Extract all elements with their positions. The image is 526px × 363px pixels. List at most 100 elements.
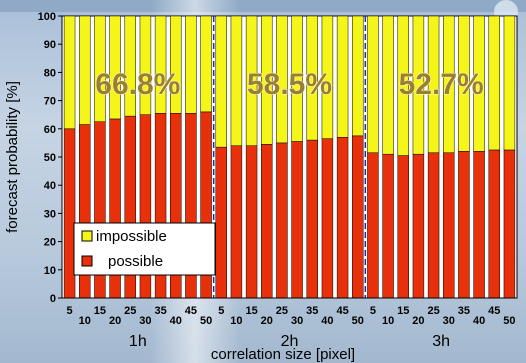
bar-impossible-2h-40 <box>321 15 334 139</box>
x-tick-label: 25 <box>124 305 136 317</box>
x-tick-label: 5 <box>370 305 376 317</box>
x-tick-label: 35 <box>306 305 318 317</box>
legend-box <box>73 222 216 276</box>
bar-impossible-3h-15 <box>397 15 409 156</box>
group-overall-percent: 66.8% <box>95 68 180 101</box>
y-tick-label: 70 <box>44 96 56 108</box>
bar-possible-3h-20 <box>412 153 425 299</box>
x-tick-label: 20 <box>412 315 424 327</box>
bar-impossible-3h-40 <box>473 15 485 152</box>
x-tick-label: 20 <box>261 315 273 327</box>
bar-possible-2h-10 <box>230 145 243 299</box>
y-tick-label: 90 <box>44 39 56 51</box>
y-tick-label: 60 <box>44 124 56 136</box>
legend-label-impossible: impossible <box>96 228 167 245</box>
bar-impossible-1h-20 <box>109 15 121 120</box>
y-tick-label: 0 <box>50 293 56 305</box>
bar-impossible-1h-45 <box>185 15 197 114</box>
bar-possible-3h-10 <box>382 153 394 299</box>
bar-possible-3h-5 <box>367 152 379 299</box>
bar-possible-3h-15 <box>397 155 409 299</box>
bar-impossible-2h-45 <box>336 15 349 138</box>
bar-impossible-2h-5 <box>215 15 227 148</box>
x-tick-label: 30 <box>291 315 303 327</box>
group-label: 1h <box>129 333 147 350</box>
bar-impossible-2h-25 <box>276 15 288 144</box>
y-axis-label: forecast probability [%] <box>4 81 21 233</box>
bar-impossible-2h-10 <box>230 15 243 146</box>
y-axis-ticks: 0 10 20 30 40 50 60 70 80 90 100 <box>38 11 62 305</box>
bar-impossible-3h-50 <box>503 15 516 151</box>
group-label: 2h <box>281 333 299 350</box>
y-tick-label: 50 <box>44 152 56 164</box>
x-tick-label: 45 <box>185 305 197 317</box>
x-tick-label: 15 <box>397 305 409 317</box>
bar-possible-3h-40 <box>473 151 485 299</box>
bar-impossible-1h-25 <box>124 15 136 117</box>
bar-impossible-1h-10 <box>79 15 91 125</box>
x-tick-label: 50 <box>503 315 515 327</box>
legend-swatch-possible <box>81 255 93 267</box>
x-tick-label: 35 <box>154 305 166 317</box>
y-tick-label: 40 <box>44 180 56 192</box>
bar-possible-2h-15 <box>245 145 258 299</box>
x-tick-label: 15 <box>94 305 106 317</box>
bar-impossible-3h-20 <box>412 15 425 155</box>
y-tick-label: 20 <box>44 237 56 249</box>
bar-possible-2h-35 <box>306 139 318 299</box>
bar-impossible-3h-5 <box>367 15 379 154</box>
bar-impossible-3h-45 <box>488 15 500 151</box>
bar-impossible-3h-10 <box>382 15 394 155</box>
bar-possible-2h-20 <box>261 144 273 299</box>
bar-impossible-1h-30 <box>139 15 152 115</box>
bar-impossible-1h-5 <box>63 15 76 130</box>
y-tick-label: 100 <box>38 11 56 23</box>
bar-possible-2h-25 <box>276 142 288 299</box>
y-tick-label: 10 <box>44 265 56 277</box>
bar-possible-3h-25 <box>427 152 440 299</box>
bar-possible-1h-5 <box>63 128 76 299</box>
bar-possible-3h-30 <box>443 152 455 299</box>
bar-layer <box>63 15 516 299</box>
bar-impossible-2h-15 <box>245 15 258 146</box>
x-tick-label: 25 <box>427 305 439 317</box>
group-overall-percent: 52.7% <box>399 68 484 101</box>
x-tick-label: 10 <box>382 315 394 327</box>
bar-possible-2h-30 <box>291 141 303 299</box>
bar-impossible-3h-25 <box>427 15 440 154</box>
y-tick-label: 30 <box>44 208 56 220</box>
bar-impossible-1h-15 <box>94 15 106 122</box>
group-percent-labels: 66.8% 58.5% 52.7% <box>95 68 484 102</box>
bar-impossible-1h-40 <box>170 15 182 114</box>
x-tick-label: 20 <box>109 315 121 327</box>
y-tick-label: 80 <box>44 67 56 79</box>
x-tick-label: 30 <box>443 315 455 327</box>
x-tick-label: 45 <box>336 305 348 317</box>
x-tick-label: 40 <box>170 315 182 327</box>
background-top-band <box>0 0 526 12</box>
bar-impossible-2h-20 <box>261 15 273 145</box>
bar-impossible-2h-35 <box>306 15 318 141</box>
x-tick-label: 35 <box>458 305 470 317</box>
x-tick-label: 45 <box>488 305 500 317</box>
bar-possible-2h-5 <box>215 146 227 299</box>
group-label: 3h <box>432 333 450 350</box>
bar-impossible-3h-30 <box>443 15 455 154</box>
bar-impossible-1h-35 <box>154 15 167 114</box>
x-tick-label: 50 <box>200 315 212 327</box>
x-axis-ticks: 5101520253035404550510152025303540455051… <box>67 305 516 327</box>
bar-impossible-2h-30 <box>291 15 303 142</box>
bar-possible-2h-50 <box>352 135 364 299</box>
x-axis-label: correlation size [pixel] <box>211 346 355 363</box>
x-tick-label: 10 <box>230 315 242 327</box>
bar-impossible-1h-50 <box>200 15 212 113</box>
bar-possible-3h-35 <box>458 151 470 299</box>
x-tick-label: 15 <box>245 305 257 317</box>
group-overall-percent: 58.5% <box>247 68 332 101</box>
legend: impossible possible <box>73 222 216 276</box>
x-tick-label: 5 <box>218 305 224 317</box>
bar-possible-2h-40 <box>321 138 334 299</box>
x-tick-label: 50 <box>352 315 364 327</box>
x-tick-label: 5 <box>67 305 73 317</box>
